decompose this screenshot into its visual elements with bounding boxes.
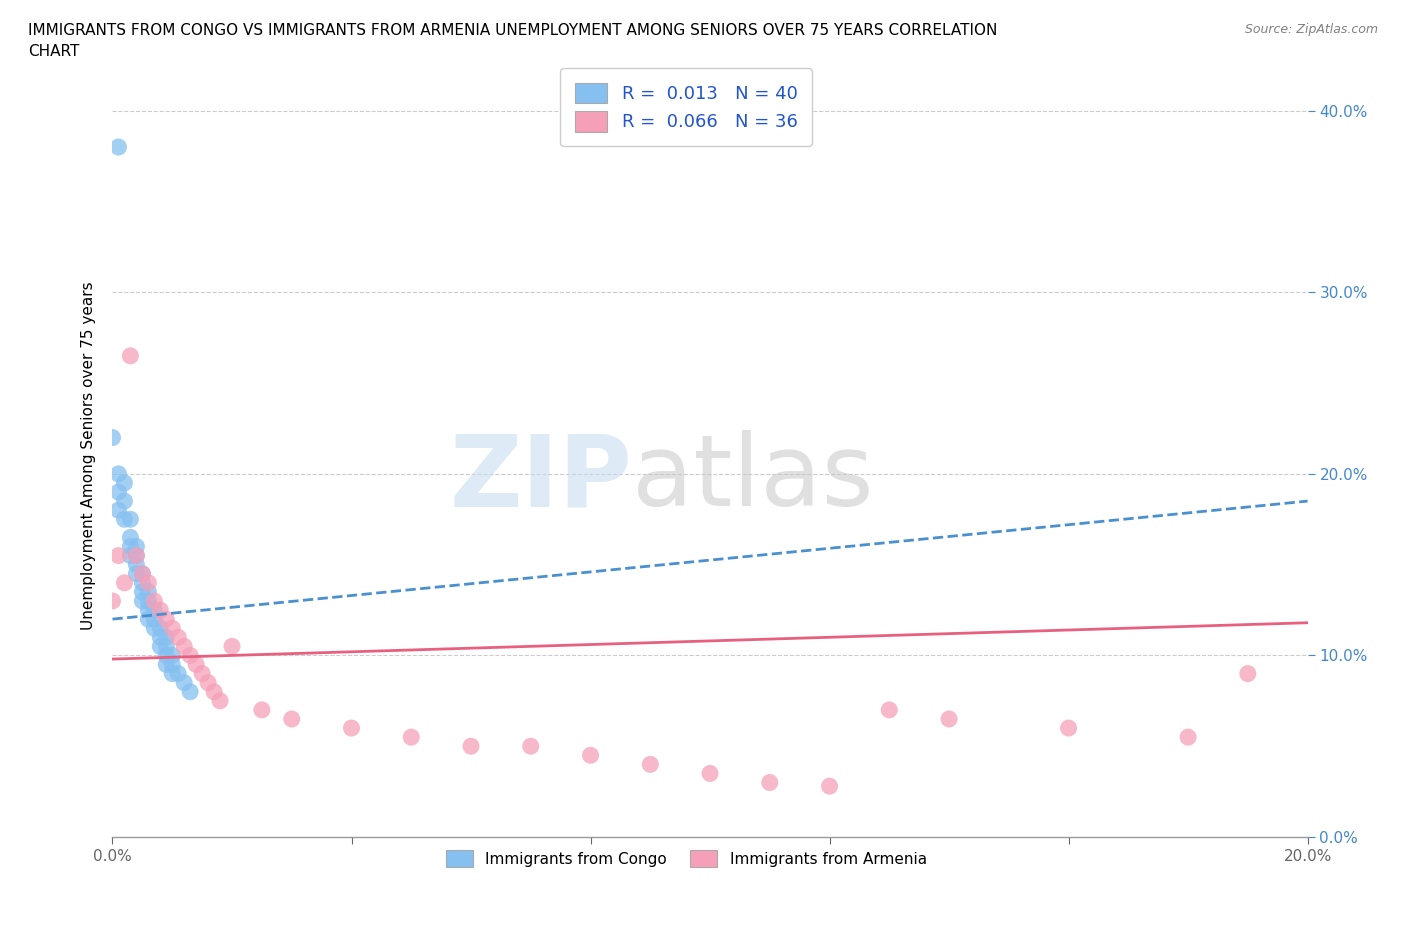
Point [167, 666, 190, 681]
Legend: Immigrants from Congo, Immigrants from Armenia: Immigrants from Congo, Immigrants from A… [437, 843, 935, 875]
Point [250, 702, 273, 717]
Point [101, 430, 124, 445]
Text: Source: ZipAtlas.com: Source: ZipAtlas.com [1244, 23, 1378, 36]
Point [1177, 730, 1199, 745]
Point [186, 658, 208, 672]
Point [640, 757, 662, 772]
Point [281, 711, 304, 726]
Point [173, 639, 195, 654]
Point [197, 675, 219, 690]
Point [460, 738, 482, 753]
Point [125, 557, 148, 572]
Point [162, 658, 183, 672]
Point [173, 675, 195, 690]
Point [138, 576, 160, 591]
Point [155, 648, 177, 663]
Point [125, 566, 148, 581]
Point [138, 584, 160, 599]
Point [155, 639, 177, 654]
Point [120, 512, 142, 526]
Point [125, 548, 148, 563]
Point [162, 620, 183, 635]
Point [114, 576, 135, 591]
Point [340, 721, 363, 736]
Point [149, 639, 172, 654]
Point [879, 702, 901, 717]
Point [149, 603, 172, 618]
Point [818, 778, 841, 793]
Point [107, 140, 129, 154]
Point [699, 766, 721, 781]
Point [520, 738, 543, 753]
Point [221, 639, 243, 654]
Point [114, 494, 135, 509]
Point [1237, 666, 1260, 681]
Point [155, 630, 177, 644]
Point [938, 711, 960, 726]
Point [167, 630, 190, 644]
Point [155, 658, 177, 672]
Text: atlas: atlas [633, 430, 875, 527]
Point [120, 548, 142, 563]
Point [143, 593, 166, 608]
Point [125, 539, 148, 554]
Text: IMMIGRANTS FROM CONGO VS IMMIGRANTS FROM ARMENIA UNEMPLOYMENT AMONG SENIORS OVER: IMMIGRANTS FROM CONGO VS IMMIGRANTS FROM… [28, 23, 997, 38]
Point [131, 566, 153, 581]
Point [131, 584, 153, 599]
Point [107, 467, 129, 482]
Point [107, 503, 129, 518]
Point [191, 666, 214, 681]
Point [179, 684, 201, 699]
Point [120, 539, 142, 554]
Point [114, 512, 135, 526]
Point [202, 684, 225, 699]
Point [138, 593, 160, 608]
Point [759, 775, 782, 790]
Point [138, 612, 160, 627]
Point [131, 576, 153, 591]
Point [143, 603, 166, 618]
Point [179, 648, 201, 663]
Point [125, 548, 148, 563]
Point [114, 475, 135, 490]
Point [107, 548, 129, 563]
Y-axis label: Unemployment Among Seniors over 75 years: Unemployment Among Seniors over 75 years [80, 282, 96, 630]
Point [579, 748, 602, 763]
Point [138, 603, 160, 618]
Point [143, 612, 166, 627]
Point [107, 485, 129, 499]
Point [1057, 721, 1080, 736]
Point [209, 694, 232, 709]
Point [120, 530, 142, 545]
Point [143, 620, 166, 635]
Point [131, 593, 153, 608]
Point [155, 612, 177, 627]
Point [162, 648, 183, 663]
Point [149, 620, 172, 635]
Point [120, 349, 142, 364]
Text: ZIP: ZIP [450, 430, 633, 527]
Point [101, 593, 124, 608]
Point [162, 666, 183, 681]
Point [131, 566, 153, 581]
Text: CHART: CHART [28, 44, 80, 59]
Point [149, 630, 172, 644]
Point [401, 730, 423, 745]
